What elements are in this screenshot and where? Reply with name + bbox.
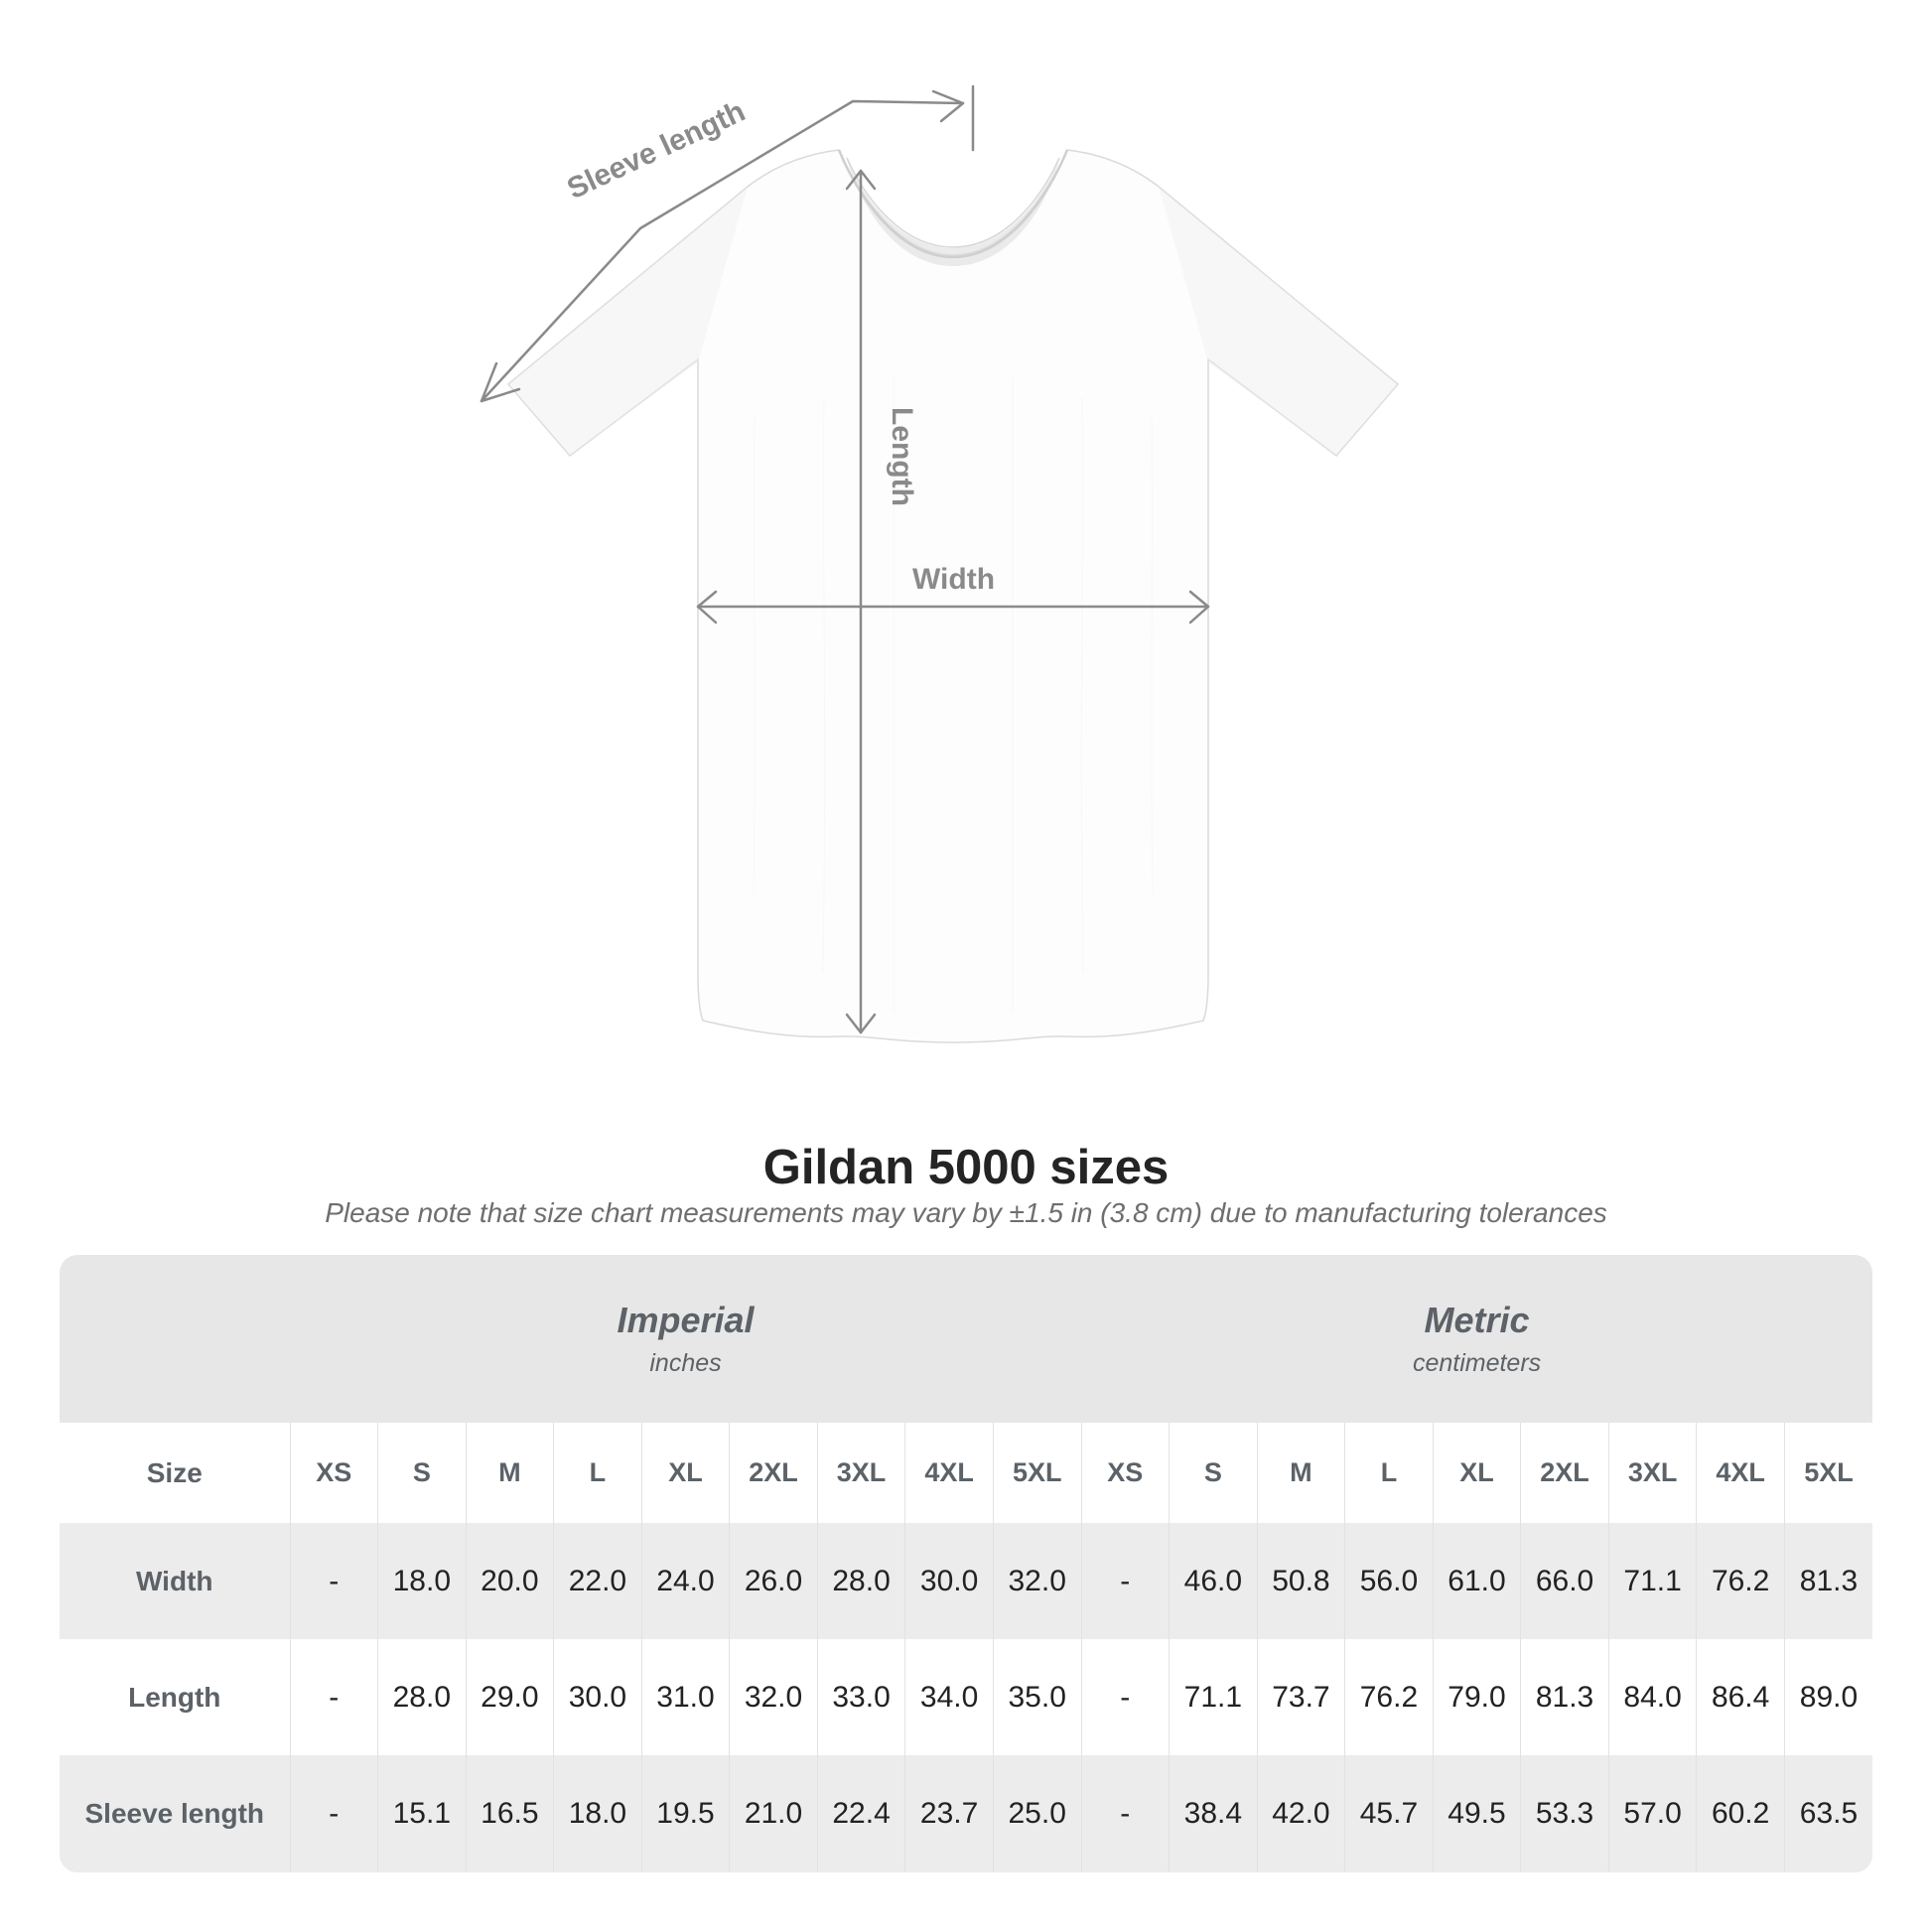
svg-text:Sleeve length: Sleeve length (562, 95, 750, 207)
svg-text:Length: Length (886, 407, 918, 506)
svg-text:Width: Width (912, 563, 995, 596)
